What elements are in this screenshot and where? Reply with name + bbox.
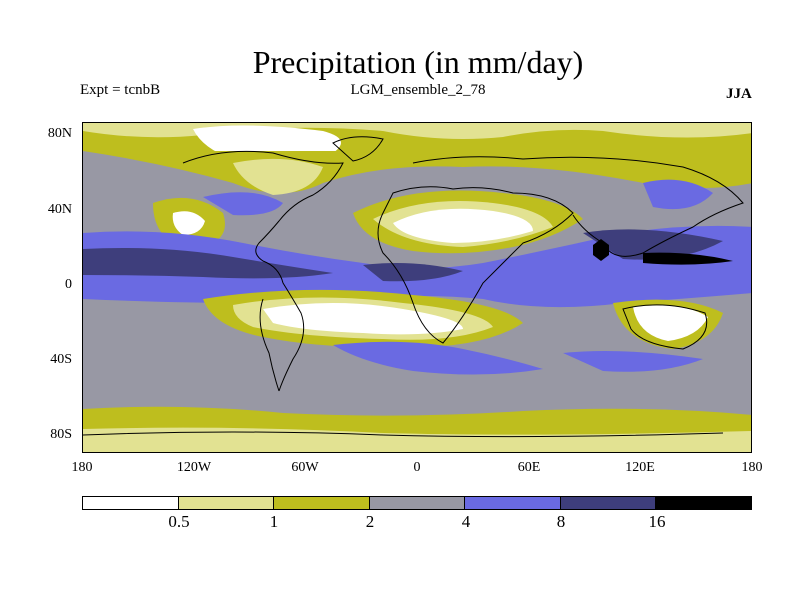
coast-americas	[182, 150, 344, 392]
area-sindian-wet	[563, 351, 703, 372]
colorbar-label-0-5: 0.5	[168, 512, 190, 531]
coast-antarctica	[83, 431, 724, 438]
area-sahara-dry	[393, 208, 533, 243]
area-wpac-max	[643, 252, 733, 265]
coast-south-america-west	[259, 298, 280, 392]
band-itcz-wet	[83, 225, 751, 308]
colorbar-box-7	[656, 497, 752, 509]
area-australia-dry	[633, 305, 708, 341]
coastlines	[83, 136, 744, 438]
band-epacific-wettest	[83, 248, 333, 279]
colorbar-label-1: 1	[269, 512, 279, 531]
lat-label-0: 0	[65, 277, 72, 292]
colorbar-label-16: 16	[648, 512, 666, 531]
colorbar-label-8: 8	[556, 512, 566, 531]
lat-label-40s: 40S	[50, 352, 72, 367]
area-nwpac-wet	[643, 179, 713, 210]
coast-africa	[377, 186, 574, 344]
colorbar-box-4	[369, 497, 466, 509]
lon-label-60e: 60E	[517, 460, 541, 475]
area-canada-pale	[233, 158, 323, 195]
lat-label-80n: 80N	[47, 126, 72, 141]
area-atlantic-wettest	[363, 263, 463, 282]
colorbar-box-1	[83, 497, 179, 509]
map-svg	[83, 123, 751, 452]
area-satlantic-wet	[333, 341, 543, 375]
area-ssubtrop-dry	[263, 303, 463, 335]
colorbar-label-4: 4	[461, 512, 471, 531]
lon-label-60w: 60W	[291, 460, 319, 475]
coast-greenland	[332, 136, 384, 162]
season-label: JJA	[726, 86, 752, 102]
lon-label-180e: 180	[741, 460, 763, 475]
lat-label-40n: 40N	[47, 202, 72, 217]
colorbar-box-5	[465, 497, 561, 509]
ensemble-label: LGM_ensemble_2_78	[350, 82, 486, 98]
area-npac-wet	[203, 192, 283, 216]
coast-eurasia	[412, 156, 744, 257]
colorbar-box-6	[560, 497, 657, 509]
colorbar-label-2: 2	[365, 512, 375, 531]
band-south-pale	[83, 427, 751, 452]
area-wpac-wettest	[583, 229, 723, 260]
lon-label-120w: 120W	[176, 460, 212, 475]
lon-label-180w: 180	[71, 460, 93, 475]
lon-label-120e: 120E	[625, 460, 655, 475]
colorbar	[82, 496, 752, 510]
area-bay-of-bengal-max	[593, 239, 609, 261]
lon-label-0: 0	[413, 460, 421, 475]
colorbar-box-3	[274, 497, 370, 509]
experiment-label: Expt = tcnbB	[80, 82, 161, 98]
coast-australia	[622, 304, 708, 350]
precipitation-map	[82, 122, 752, 453]
lat-label-80s: 80S	[50, 427, 72, 442]
area-npacific-dry	[172, 211, 205, 235]
map-title: Precipitation (in mm/day)	[252, 44, 584, 80]
colorbar-box-2	[178, 497, 275, 509]
